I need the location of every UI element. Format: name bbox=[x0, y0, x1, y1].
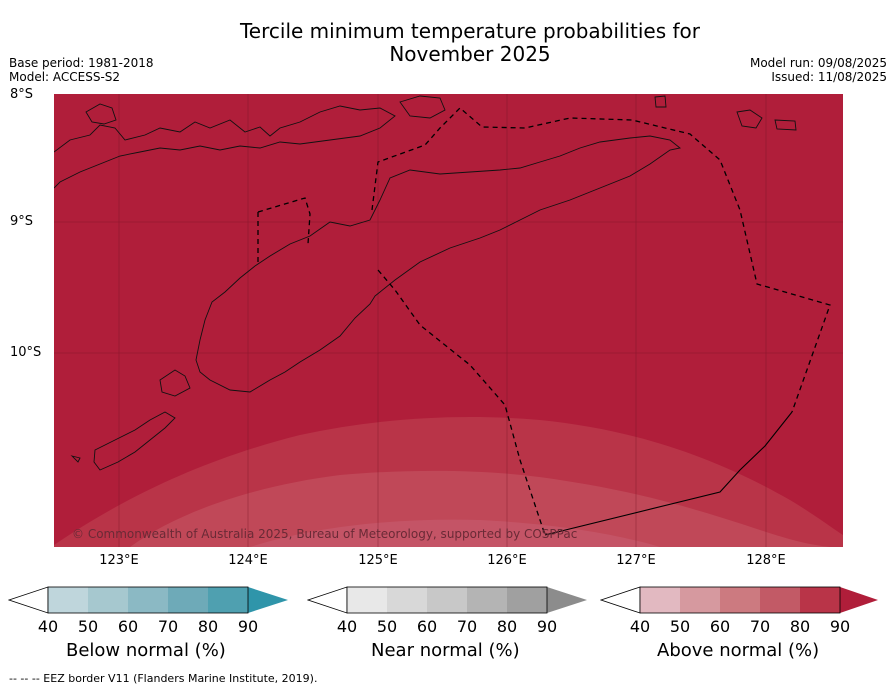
near-swatch-50 bbox=[387, 587, 427, 613]
colorbar-below-swatches bbox=[7, 586, 288, 614]
above-swatch-80 bbox=[800, 587, 840, 613]
prob-70-core bbox=[250, 519, 660, 547]
meta-left: Base period: 1981-2018 Model: ACCESS-S2 bbox=[9, 56, 154, 84]
below-swatch-60 bbox=[128, 587, 168, 613]
above-low-arrow bbox=[599, 586, 641, 614]
above-swatch-50 bbox=[680, 587, 720, 613]
tick: 60 bbox=[117, 617, 139, 636]
below-swatch-80 bbox=[208, 587, 248, 613]
below-high-arrow bbox=[248, 587, 288, 613]
tick: 40 bbox=[37, 617, 59, 636]
lon-label-126e: 126°E bbox=[487, 553, 527, 568]
lon-label-124e: 124°E bbox=[228, 553, 268, 568]
tick: 70 bbox=[157, 617, 179, 636]
near-swatch-70 bbox=[467, 587, 507, 613]
tick: 60 bbox=[709, 617, 731, 636]
above-high-arrow bbox=[840, 587, 878, 613]
tick: 80 bbox=[197, 617, 219, 636]
above-swatch-60 bbox=[720, 587, 760, 613]
below-low-arrow bbox=[7, 586, 49, 614]
tick: 90 bbox=[536, 617, 558, 636]
tick: 80 bbox=[789, 617, 811, 636]
below-swatch-70 bbox=[168, 587, 208, 613]
map-area: © Commonwealth of Australia 2025, Bureau… bbox=[54, 94, 843, 547]
colorbar-above-swatches bbox=[599, 586, 878, 614]
island-timor bbox=[195, 135, 682, 393]
graticule bbox=[54, 94, 843, 547]
model-run: Model run: 09/08/2025 bbox=[749, 56, 887, 70]
near-swatch-80 bbox=[507, 587, 547, 613]
meta-right: Model run: 09/08/2025 Issued: 11/08/2025 bbox=[750, 56, 887, 84]
above-swatch-70 bbox=[760, 587, 800, 613]
island-roti bbox=[159, 369, 191, 397]
title-line-2: November 2025 bbox=[389, 42, 551, 66]
model-name: Model: ACCESS-S2 bbox=[9, 70, 121, 84]
below-swatch-50 bbox=[88, 587, 128, 613]
island-tiny bbox=[70, 455, 81, 463]
below-label: Below normal (%) bbox=[66, 640, 226, 661]
tick: 70 bbox=[749, 617, 771, 636]
island-savu-area bbox=[93, 411, 176, 471]
lon-label-127e: 127°E bbox=[616, 553, 656, 568]
eez-legend-footer: -- -- -- EEZ border V11 (Flanders Marine… bbox=[9, 672, 318, 685]
island-small-2 bbox=[774, 119, 797, 131]
lat-label-9s: 9°S bbox=[10, 214, 34, 229]
tick: 90 bbox=[829, 617, 851, 636]
island-wetar bbox=[399, 95, 446, 119]
near-swatch-60 bbox=[427, 587, 467, 613]
island-alor bbox=[85, 103, 117, 125]
coastlines bbox=[54, 95, 797, 471]
colorbar-near-normal: 40 50 60 70 80 90 Near normal (%) bbox=[306, 585, 589, 661]
tick: 50 bbox=[77, 617, 99, 636]
island-flores-east bbox=[54, 105, 396, 189]
title-line-1: Tercile minimum temperature probabilitie… bbox=[239, 19, 701, 43]
eez-solid-border bbox=[544, 411, 793, 536]
tick: 90 bbox=[237, 617, 259, 636]
tick: 40 bbox=[336, 617, 358, 636]
lon-label-125e: 125°E bbox=[358, 553, 398, 568]
map-title: Tercile minimum temperature probabilitie… bbox=[0, 20, 896, 66]
above-label: Above normal (%) bbox=[657, 640, 820, 661]
colorbar-above-normal: 40 50 60 70 80 90 Above normal (%) bbox=[599, 585, 882, 661]
colorbar-near-swatches bbox=[306, 586, 587, 614]
above-swatch-40 bbox=[640, 587, 680, 613]
tick: 60 bbox=[416, 617, 438, 636]
island-babar bbox=[736, 109, 763, 129]
tick: 50 bbox=[376, 617, 398, 636]
lat-label-8s: 8°S bbox=[10, 87, 34, 102]
tick: 70 bbox=[456, 617, 478, 636]
lat-label-10s: 10°S bbox=[10, 345, 42, 360]
issued-date: Issued: 11/08/2025 bbox=[771, 70, 887, 84]
prob-70-region bbox=[130, 470, 830, 547]
tick: 80 bbox=[496, 617, 518, 636]
near-low-arrow bbox=[306, 586, 348, 614]
tick: 40 bbox=[629, 617, 651, 636]
near-label: Near normal (%) bbox=[371, 640, 520, 661]
near-swatch-40 bbox=[347, 587, 387, 613]
eez-border bbox=[257, 107, 831, 536]
lon-label-128e: 128°E bbox=[746, 553, 786, 568]
tick: 50 bbox=[669, 617, 691, 636]
copyright-notice: © Commonwealth of Australia 2025, Bureau… bbox=[72, 527, 577, 541]
base-period: Base period: 1981-2018 bbox=[9, 56, 154, 70]
colorbar-below-normal: 40 50 60 70 80 90 Below normal (%) bbox=[7, 585, 290, 661]
lon-label-123e: 123°E bbox=[99, 553, 139, 568]
below-swatch-40 bbox=[48, 587, 88, 613]
near-high-arrow bbox=[547, 587, 587, 613]
island-small-1 bbox=[654, 95, 667, 108]
